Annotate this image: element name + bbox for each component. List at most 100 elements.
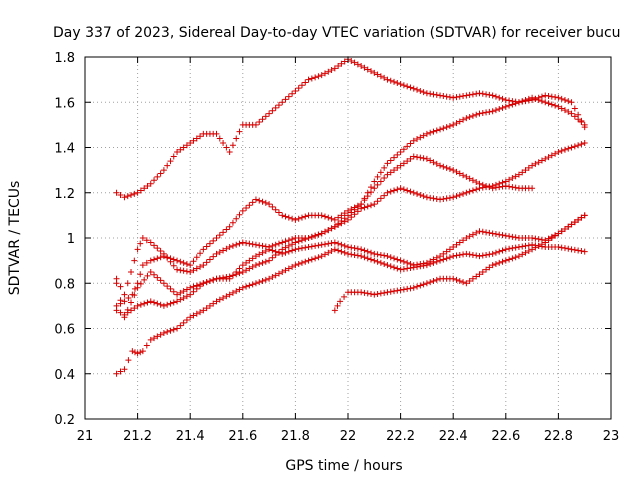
data-point xyxy=(216,135,223,142)
data-point xyxy=(397,266,404,273)
data-point xyxy=(134,284,141,291)
data-point xyxy=(302,244,309,251)
data-point xyxy=(345,250,351,257)
data-point xyxy=(121,291,128,298)
data-point xyxy=(229,289,236,296)
data-point xyxy=(308,243,315,250)
data-point xyxy=(545,154,552,161)
x-tick-label: 22.2 xyxy=(386,429,415,444)
data-point xyxy=(565,108,572,115)
data-point xyxy=(141,185,148,192)
data-point xyxy=(341,210,348,217)
data-point xyxy=(183,142,190,149)
data-point xyxy=(170,326,177,333)
data-point xyxy=(279,268,286,275)
data-point xyxy=(131,305,138,312)
data-point xyxy=(335,240,342,247)
x-tick-label: 22 xyxy=(340,429,357,444)
data-point xyxy=(483,229,490,236)
data-point xyxy=(315,254,322,261)
data-point xyxy=(164,301,171,308)
data-point xyxy=(174,257,181,264)
data-point xyxy=(252,196,259,203)
data-point xyxy=(552,150,559,157)
data-point xyxy=(492,93,499,100)
data-point xyxy=(275,270,282,277)
x-tick-label: 22.6 xyxy=(491,429,520,444)
data-point xyxy=(134,302,141,309)
data-point xyxy=(259,242,266,249)
data-point xyxy=(381,74,388,81)
data-point xyxy=(548,101,555,108)
data-point xyxy=(249,241,256,248)
data-point xyxy=(154,300,161,307)
data-point xyxy=(289,215,296,222)
data-point xyxy=(272,248,279,255)
data-point xyxy=(187,139,194,146)
data-point xyxy=(364,203,371,210)
data-point xyxy=(354,245,361,252)
data-point xyxy=(420,89,427,96)
data-point xyxy=(377,251,384,258)
data-point xyxy=(226,149,233,156)
data-point xyxy=(391,167,398,174)
data-point xyxy=(282,249,289,256)
data-point xyxy=(328,67,335,74)
data-point xyxy=(243,205,250,212)
data-point xyxy=(272,206,279,213)
data-point xyxy=(489,108,496,115)
data-point xyxy=(568,110,575,117)
data-point xyxy=(400,286,407,293)
data-point xyxy=(496,106,503,113)
data-point xyxy=(561,245,568,252)
data-point xyxy=(502,246,509,253)
data-point xyxy=(292,239,299,246)
data-point xyxy=(469,177,476,184)
data-point xyxy=(321,70,328,77)
data-point xyxy=(466,91,473,98)
data-point xyxy=(404,265,411,272)
data-point xyxy=(200,280,207,287)
data-point xyxy=(160,302,167,309)
data-point xyxy=(407,140,414,147)
data-point xyxy=(229,272,236,279)
data-point xyxy=(433,258,440,265)
data-point xyxy=(341,242,348,249)
data-point xyxy=(246,282,253,289)
data-point xyxy=(147,298,154,305)
data-point xyxy=(272,272,279,279)
data-point xyxy=(197,133,204,140)
data-point xyxy=(502,182,509,189)
data-point xyxy=(565,245,572,252)
data-point xyxy=(548,235,555,241)
data-point xyxy=(239,262,246,269)
data-point xyxy=(210,253,217,260)
data-point xyxy=(233,241,240,248)
data-point xyxy=(279,239,286,246)
data-point xyxy=(466,277,473,284)
data-point xyxy=(430,128,437,135)
data-point xyxy=(374,173,381,180)
data-point xyxy=(512,173,519,180)
data-point xyxy=(285,265,292,272)
data-point xyxy=(568,144,575,151)
data-point xyxy=(259,116,266,123)
data-point xyxy=(420,262,427,269)
data-point xyxy=(561,225,568,232)
data-point xyxy=(417,263,424,270)
data-point xyxy=(414,154,421,161)
data-point xyxy=(473,186,480,193)
data-point xyxy=(348,209,355,216)
data-point xyxy=(486,184,493,191)
data-point xyxy=(371,250,378,257)
data-point xyxy=(515,253,522,260)
data-point xyxy=(331,216,338,223)
data-point xyxy=(368,189,375,196)
data-point xyxy=(341,215,348,222)
data-point xyxy=(463,280,470,287)
data-point xyxy=(529,162,536,169)
data-point xyxy=(272,104,279,111)
data-point xyxy=(160,280,167,287)
data-point xyxy=(581,248,588,255)
data-point xyxy=(463,250,470,257)
